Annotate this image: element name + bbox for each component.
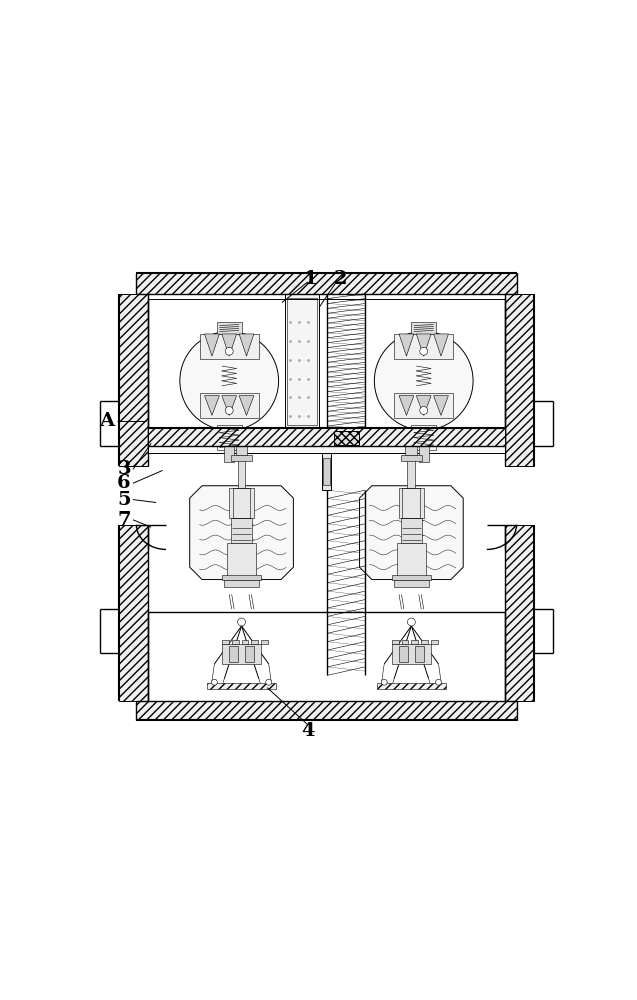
Bar <box>199 393 259 418</box>
Bar <box>252 640 259 644</box>
Polygon shape <box>434 396 448 415</box>
Bar <box>406 446 417 455</box>
Bar <box>148 446 505 453</box>
Circle shape <box>420 347 427 355</box>
Bar <box>412 425 436 450</box>
Bar <box>505 294 534 466</box>
Polygon shape <box>359 486 463 580</box>
Bar <box>229 646 238 662</box>
Polygon shape <box>399 334 414 356</box>
Bar <box>207 683 276 689</box>
Bar <box>399 646 408 662</box>
Text: 1: 1 <box>303 270 317 288</box>
Bar <box>322 453 331 490</box>
Bar <box>392 644 431 664</box>
Text: 5: 5 <box>117 491 131 509</box>
Bar <box>148 428 505 446</box>
Bar <box>408 459 415 496</box>
Bar <box>412 322 436 334</box>
Text: A: A <box>99 412 114 430</box>
Bar <box>236 446 248 455</box>
Circle shape <box>225 347 233 355</box>
Bar <box>222 575 261 580</box>
Bar <box>421 640 428 644</box>
Bar <box>401 455 422 461</box>
Bar <box>401 640 408 644</box>
Polygon shape <box>239 334 254 356</box>
Bar <box>222 640 229 644</box>
Bar <box>505 525 534 701</box>
Bar <box>136 273 517 294</box>
Bar <box>322 458 331 485</box>
Bar <box>377 683 446 689</box>
Bar <box>415 646 424 662</box>
Bar <box>224 580 259 587</box>
Circle shape <box>420 407 427 414</box>
Bar <box>334 431 359 445</box>
Bar <box>241 640 248 644</box>
Bar <box>224 446 234 462</box>
Circle shape <box>436 679 441 685</box>
Bar <box>232 640 239 644</box>
Bar <box>199 334 259 359</box>
Bar <box>217 322 241 334</box>
Circle shape <box>266 679 271 685</box>
Bar <box>401 518 422 543</box>
Bar <box>227 543 256 577</box>
Polygon shape <box>190 486 294 580</box>
Text: 6: 6 <box>117 474 131 492</box>
Polygon shape <box>399 396 414 415</box>
Bar <box>394 393 454 418</box>
Bar <box>287 298 317 425</box>
Bar <box>261 640 268 644</box>
Bar <box>238 459 245 496</box>
Bar <box>229 488 254 518</box>
Bar <box>231 518 252 543</box>
Circle shape <box>180 331 278 430</box>
Circle shape <box>408 618 415 626</box>
Polygon shape <box>417 396 431 415</box>
Bar <box>394 334 454 359</box>
Bar <box>394 580 429 587</box>
Bar <box>231 455 252 461</box>
Polygon shape <box>434 334 448 356</box>
Circle shape <box>211 679 217 685</box>
Bar <box>399 488 424 518</box>
Bar <box>217 425 241 450</box>
Bar <box>119 525 148 701</box>
Text: 2: 2 <box>334 270 347 288</box>
Polygon shape <box>204 396 219 415</box>
Text: 4: 4 <box>301 722 315 740</box>
Bar <box>403 488 420 518</box>
Text: 7: 7 <box>117 511 131 529</box>
Bar <box>119 294 148 466</box>
Polygon shape <box>239 396 254 415</box>
Bar <box>136 701 517 720</box>
Circle shape <box>382 679 387 685</box>
Polygon shape <box>222 334 236 356</box>
Circle shape <box>225 407 233 414</box>
Circle shape <box>238 618 245 626</box>
Polygon shape <box>222 396 236 415</box>
Polygon shape <box>417 334 431 356</box>
Circle shape <box>375 331 473 430</box>
Bar <box>419 446 429 462</box>
Bar <box>222 644 261 664</box>
Bar <box>285 294 319 428</box>
Polygon shape <box>204 334 219 356</box>
Bar <box>392 640 399 644</box>
Bar <box>412 640 419 644</box>
Bar <box>431 640 438 644</box>
Bar <box>392 575 431 580</box>
Bar <box>245 646 254 662</box>
Text: 3: 3 <box>117 460 131 478</box>
Bar <box>233 488 250 518</box>
Bar <box>397 543 426 577</box>
